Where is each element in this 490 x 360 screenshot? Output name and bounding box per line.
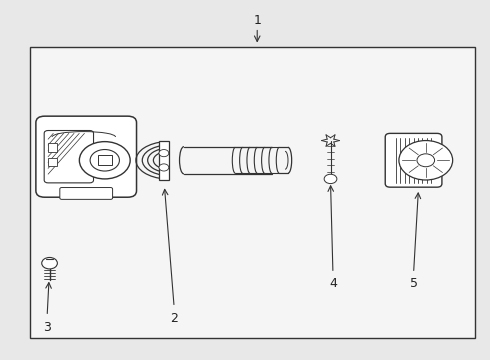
FancyBboxPatch shape	[44, 131, 94, 183]
Circle shape	[399, 140, 453, 180]
Bar	[48, 143, 57, 152]
Circle shape	[42, 257, 57, 269]
Bar	[48, 158, 57, 166]
Circle shape	[159, 149, 169, 157]
Text: 5: 5	[410, 278, 417, 291]
Bar	[30, 47, 475, 338]
Text: 1: 1	[253, 14, 261, 27]
Text: 3: 3	[43, 320, 51, 333]
Text: 4: 4	[329, 278, 337, 291]
FancyBboxPatch shape	[36, 116, 137, 197]
Circle shape	[324, 174, 337, 184]
Circle shape	[79, 141, 130, 179]
Circle shape	[417, 154, 435, 167]
Bar	[98, 155, 112, 165]
Circle shape	[90, 149, 120, 171]
Circle shape	[159, 164, 169, 171]
FancyBboxPatch shape	[60, 188, 113, 199]
Text: 2: 2	[170, 311, 178, 325]
Bar	[159, 140, 169, 180]
FancyBboxPatch shape	[385, 134, 442, 187]
